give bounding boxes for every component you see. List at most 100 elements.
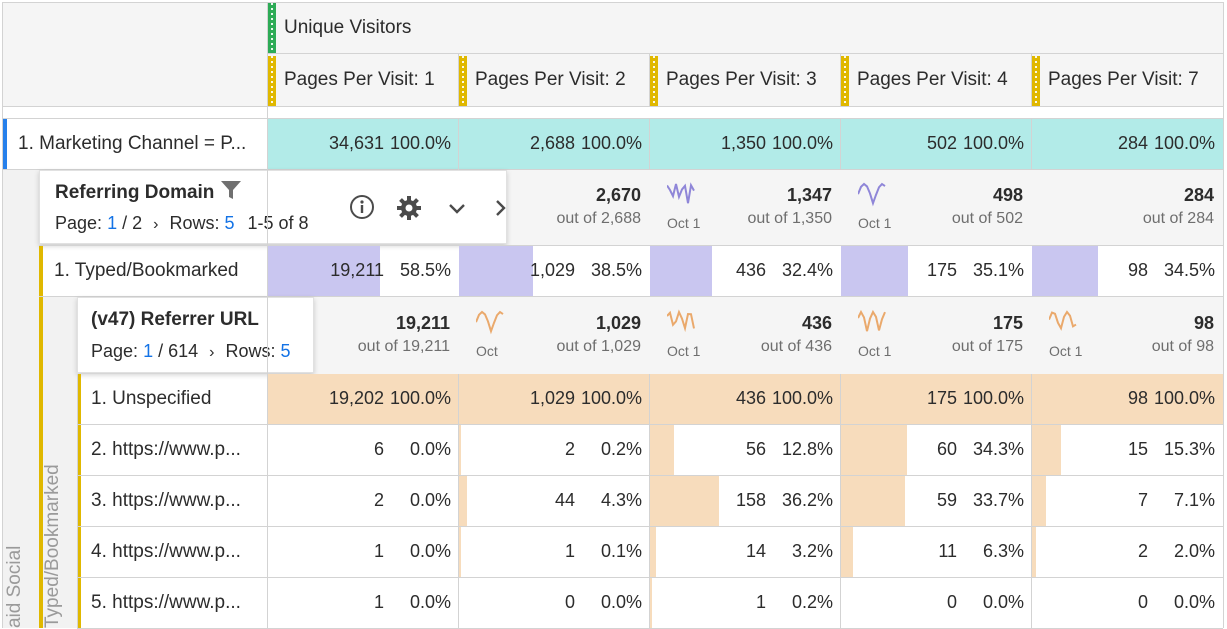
chevron-down-icon[interactable] bbox=[447, 199, 467, 222]
cell-value: 0 bbox=[564, 592, 575, 612]
divider bbox=[77, 577, 1223, 578]
cell-percent: 58.5% bbox=[399, 260, 451, 280]
row-dimension-indicator bbox=[77, 578, 81, 629]
rows-label: Rows: bbox=[169, 213, 220, 233]
cell-percent: 38.5% bbox=[590, 260, 642, 280]
inner-breakdown-side-label: Typed/Bookmarked bbox=[42, 464, 63, 628]
page-current-link[interactable]: 1 bbox=[143, 341, 154, 361]
marketing-channel-row-label[interactable]: 1. Marketing Channel = P... bbox=[18, 133, 247, 154]
metric-drag-handle[interactable] bbox=[268, 3, 276, 53]
cell-value: 2,688 bbox=[529, 133, 575, 153]
cell-percent: 15.3% bbox=[1163, 439, 1215, 459]
percent-bar bbox=[841, 246, 908, 296]
cell-fill bbox=[841, 374, 1032, 424]
cell-fill bbox=[841, 119, 1032, 169]
cell-percent: 100.0% bbox=[1153, 133, 1215, 153]
gridline bbox=[840, 374, 841, 628]
column-header-label[interactable]: Pages Per Visit: 2 bbox=[475, 69, 626, 90]
divider bbox=[3, 118, 1223, 119]
column-header-label[interactable]: Pages Per Visit: 4 bbox=[857, 69, 1008, 90]
percent-bar bbox=[841, 476, 905, 526]
cell-value: 436 bbox=[735, 388, 766, 408]
column-header-label[interactable]: Pages Per Visit: 7 bbox=[1048, 69, 1199, 90]
summary-out-of: out of 1,029 bbox=[556, 338, 641, 355]
percent-bar bbox=[1032, 476, 1046, 526]
row-range: 1-5 of 8 bbox=[247, 213, 309, 233]
sparkline-date-label: Oct 1 bbox=[667, 215, 701, 231]
gear-icon[interactable] bbox=[396, 195, 422, 226]
gridline bbox=[1031, 54, 1032, 107]
sparkline: Oct 1 bbox=[666, 180, 707, 231]
page-total: / 614 bbox=[158, 341, 199, 361]
dimension-drag-handle[interactable] bbox=[650, 56, 658, 106]
percent-bar bbox=[459, 527, 461, 577]
cell-percent: 12.8% bbox=[781, 439, 833, 459]
table-row-label[interactable]: 5. https://www.p... bbox=[91, 592, 241, 613]
divider bbox=[77, 526, 1223, 527]
table-row-label[interactable]: 1. Unspecified bbox=[91, 388, 212, 409]
gridline bbox=[267, 3, 268, 628]
cell-percent: 34.3% bbox=[972, 439, 1024, 459]
column-header-label[interactable]: Pages Per Visit: 3 bbox=[666, 69, 817, 90]
rows-count-link[interactable]: 5 bbox=[224, 213, 235, 233]
cell-value: 1 bbox=[373, 541, 384, 561]
sparkline-graphic bbox=[1048, 310, 1077, 331]
table-row-label[interactable]: 4. https://www.p... bbox=[91, 541, 241, 562]
cell-value: 2 bbox=[373, 490, 384, 510]
dimension-drag-handle[interactable] bbox=[841, 56, 849, 106]
gridline bbox=[649, 374, 650, 628]
referrer-url-breakdown-header: (v47) Referrer URL Page: 1 / 614 › Rows:… bbox=[77, 297, 314, 373]
percent-bar bbox=[1032, 246, 1098, 296]
rows-count-link[interactable]: 5 bbox=[280, 341, 291, 361]
dimension-drag-handle[interactable] bbox=[1032, 56, 1040, 106]
table-header bbox=[3, 3, 1223, 107]
percent-bar bbox=[268, 246, 380, 296]
inner-breakdown-gutter bbox=[43, 297, 77, 628]
cell-value: 1 bbox=[755, 592, 766, 612]
cell-percent: 4.3% bbox=[600, 490, 642, 510]
metric-header-unique-visitors[interactable]: Unique Visitors bbox=[284, 17, 412, 38]
table-row-label[interactable]: 2. https://www.p... bbox=[91, 439, 241, 460]
cell-percent: 35.1% bbox=[972, 260, 1024, 280]
gridline bbox=[77, 374, 78, 628]
cell-percent: 0.0% bbox=[982, 592, 1024, 612]
next-page-chevron-icon[interactable]: › bbox=[209, 344, 215, 361]
chevron-right-icon[interactable] bbox=[493, 198, 507, 223]
summary-out-of: out of 98 bbox=[1151, 338, 1214, 355]
cell-percent: 100.0% bbox=[962, 388, 1024, 408]
summary-out-of: out of 19,211 bbox=[357, 338, 450, 355]
gridline bbox=[458, 54, 459, 107]
sparkline-trend bbox=[857, 309, 886, 332]
column-header-label[interactable]: Pages Per Visit: 1 bbox=[284, 69, 435, 90]
page-current-link[interactable]: 1 bbox=[107, 213, 118, 233]
dimension-drag-handle[interactable] bbox=[459, 56, 467, 106]
divider bbox=[77, 424, 1223, 425]
gridline bbox=[840, 54, 841, 107]
dimension-drag-handle[interactable] bbox=[268, 56, 276, 106]
summary-total: 175 bbox=[992, 313, 1023, 333]
info-icon[interactable] bbox=[349, 194, 375, 225]
cell-value: 11 bbox=[938, 541, 957, 561]
gridline bbox=[458, 374, 459, 628]
next-page-chevron-icon[interactable]: › bbox=[153, 216, 159, 233]
cell-value: 175 bbox=[926, 388, 957, 408]
summary-total: 98 bbox=[1193, 313, 1214, 333]
row-dimension-indicator bbox=[77, 374, 81, 425]
filter-icon[interactable] bbox=[220, 179, 242, 206]
cell-fill bbox=[268, 374, 459, 424]
percent-bar bbox=[650, 246, 712, 296]
typed-bookmarked-row-label[interactable]: 1. Typed/Bookmarked bbox=[54, 260, 239, 281]
percent-bar bbox=[650, 578, 652, 628]
summary-out-of: out of 1,350 bbox=[747, 210, 832, 227]
cell-value: 19,211 bbox=[330, 260, 384, 280]
cell-percent: 100.0% bbox=[389, 388, 451, 408]
cell-value: 0 bbox=[1137, 592, 1148, 612]
sparkline-graphic bbox=[475, 310, 504, 335]
summary-total: 1,347 bbox=[786, 185, 832, 205]
cell-value: 98 bbox=[1127, 388, 1148, 408]
cell-value: 7 bbox=[1137, 490, 1148, 510]
cell-percent: 0.0% bbox=[409, 592, 451, 612]
divider bbox=[3, 169, 1223, 170]
table-row-label[interactable]: 3. https://www.p... bbox=[91, 490, 241, 511]
